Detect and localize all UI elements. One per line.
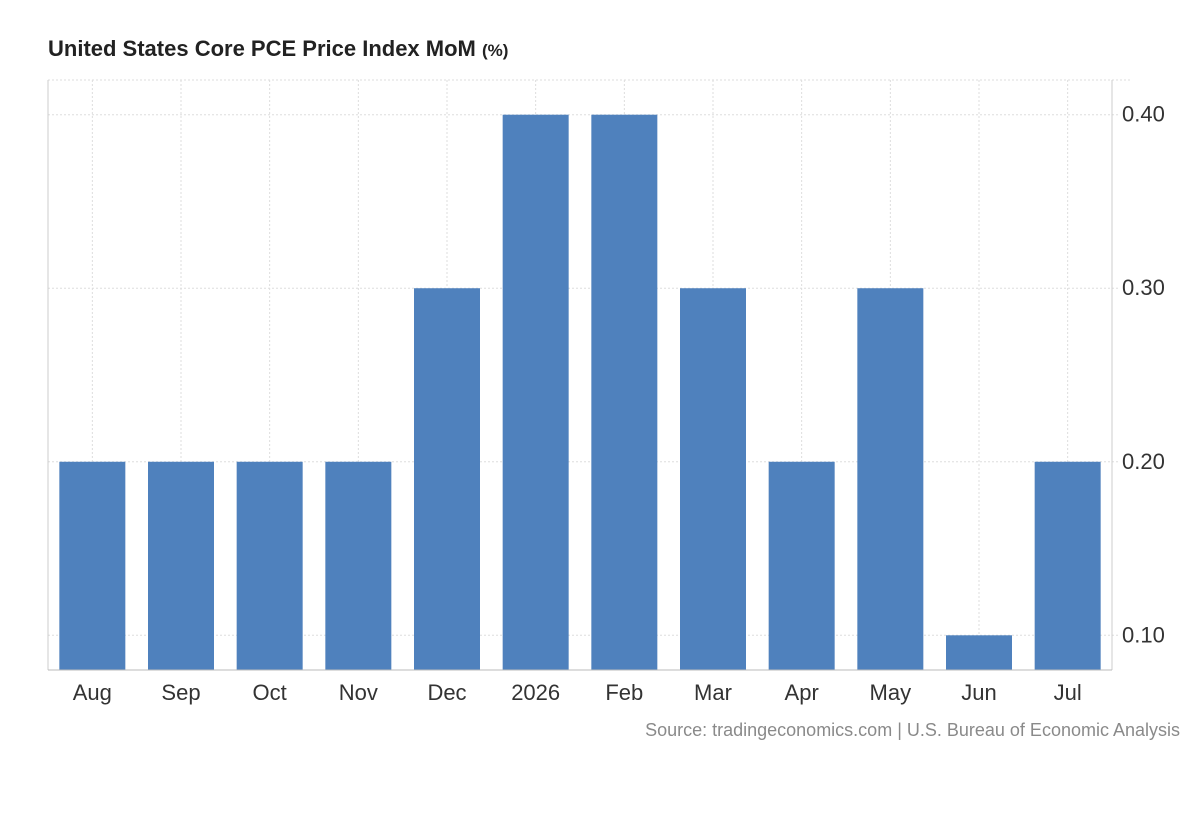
bars — [59, 114, 1101, 671]
x-tick-label: May — [870, 680, 912, 705]
bar-aug[interactable] — [59, 461, 126, 670]
bar-mar[interactable] — [680, 288, 746, 670]
source-note: Source: tradingeconomics.com | U.S. Bure… — [645, 720, 1180, 740]
bar-nov[interactable] — [325, 461, 392, 670]
x-tick-label: Feb — [605, 680, 643, 705]
x-tick-label: Apr — [785, 680, 819, 705]
y-tick-label: 0.30 — [1122, 275, 1165, 300]
x-tick-label: Oct — [253, 680, 287, 705]
y-tick-label: 0.40 — [1122, 102, 1165, 127]
y-tick-labels: 0.10 0.20 0.30 0.40 — [1122, 102, 1165, 648]
bar-jun[interactable] — [946, 635, 1012, 670]
x-tick-label: Mar — [694, 680, 732, 705]
x-tick-label: Nov — [339, 680, 378, 705]
chart-title-text: United States Core PCE Price Index MoM — [48, 36, 476, 61]
x-tick-label: Jun — [961, 680, 996, 705]
y-tick-label: 0.20 — [1122, 449, 1165, 474]
x-tick-label: 2026 — [511, 680, 560, 705]
bar-dec[interactable] — [414, 288, 480, 670]
axes — [47, 80, 1113, 671]
y-tick-label: 0.10 — [1122, 622, 1165, 647]
bar-2026[interactable] — [502, 114, 569, 671]
x-tick-label: Sep — [161, 680, 200, 705]
x-tick-label: Dec — [427, 680, 466, 705]
grid — [48, 79, 1132, 670]
bar-feb[interactable] — [591, 114, 658, 671]
chart-title: United States Core PCE Price Index MoM (… — [48, 36, 508, 62]
bar-sep[interactable] — [148, 461, 214, 670]
bar-apr[interactable] — [768, 461, 835, 670]
x-tick-labels: Aug Sep Oct Nov Dec 2026 Feb Mar Apr May Jun Jul — [73, 680, 1082, 705]
bar-oct[interactable] — [236, 461, 303, 670]
chart-title-unit: (%) — [482, 41, 509, 60]
bar-may[interactable] — [857, 288, 924, 670]
x-tick-label: Aug — [73, 680, 112, 705]
bar-jul[interactable] — [1034, 461, 1101, 670]
x-tick-label: Jul — [1054, 680, 1082, 705]
